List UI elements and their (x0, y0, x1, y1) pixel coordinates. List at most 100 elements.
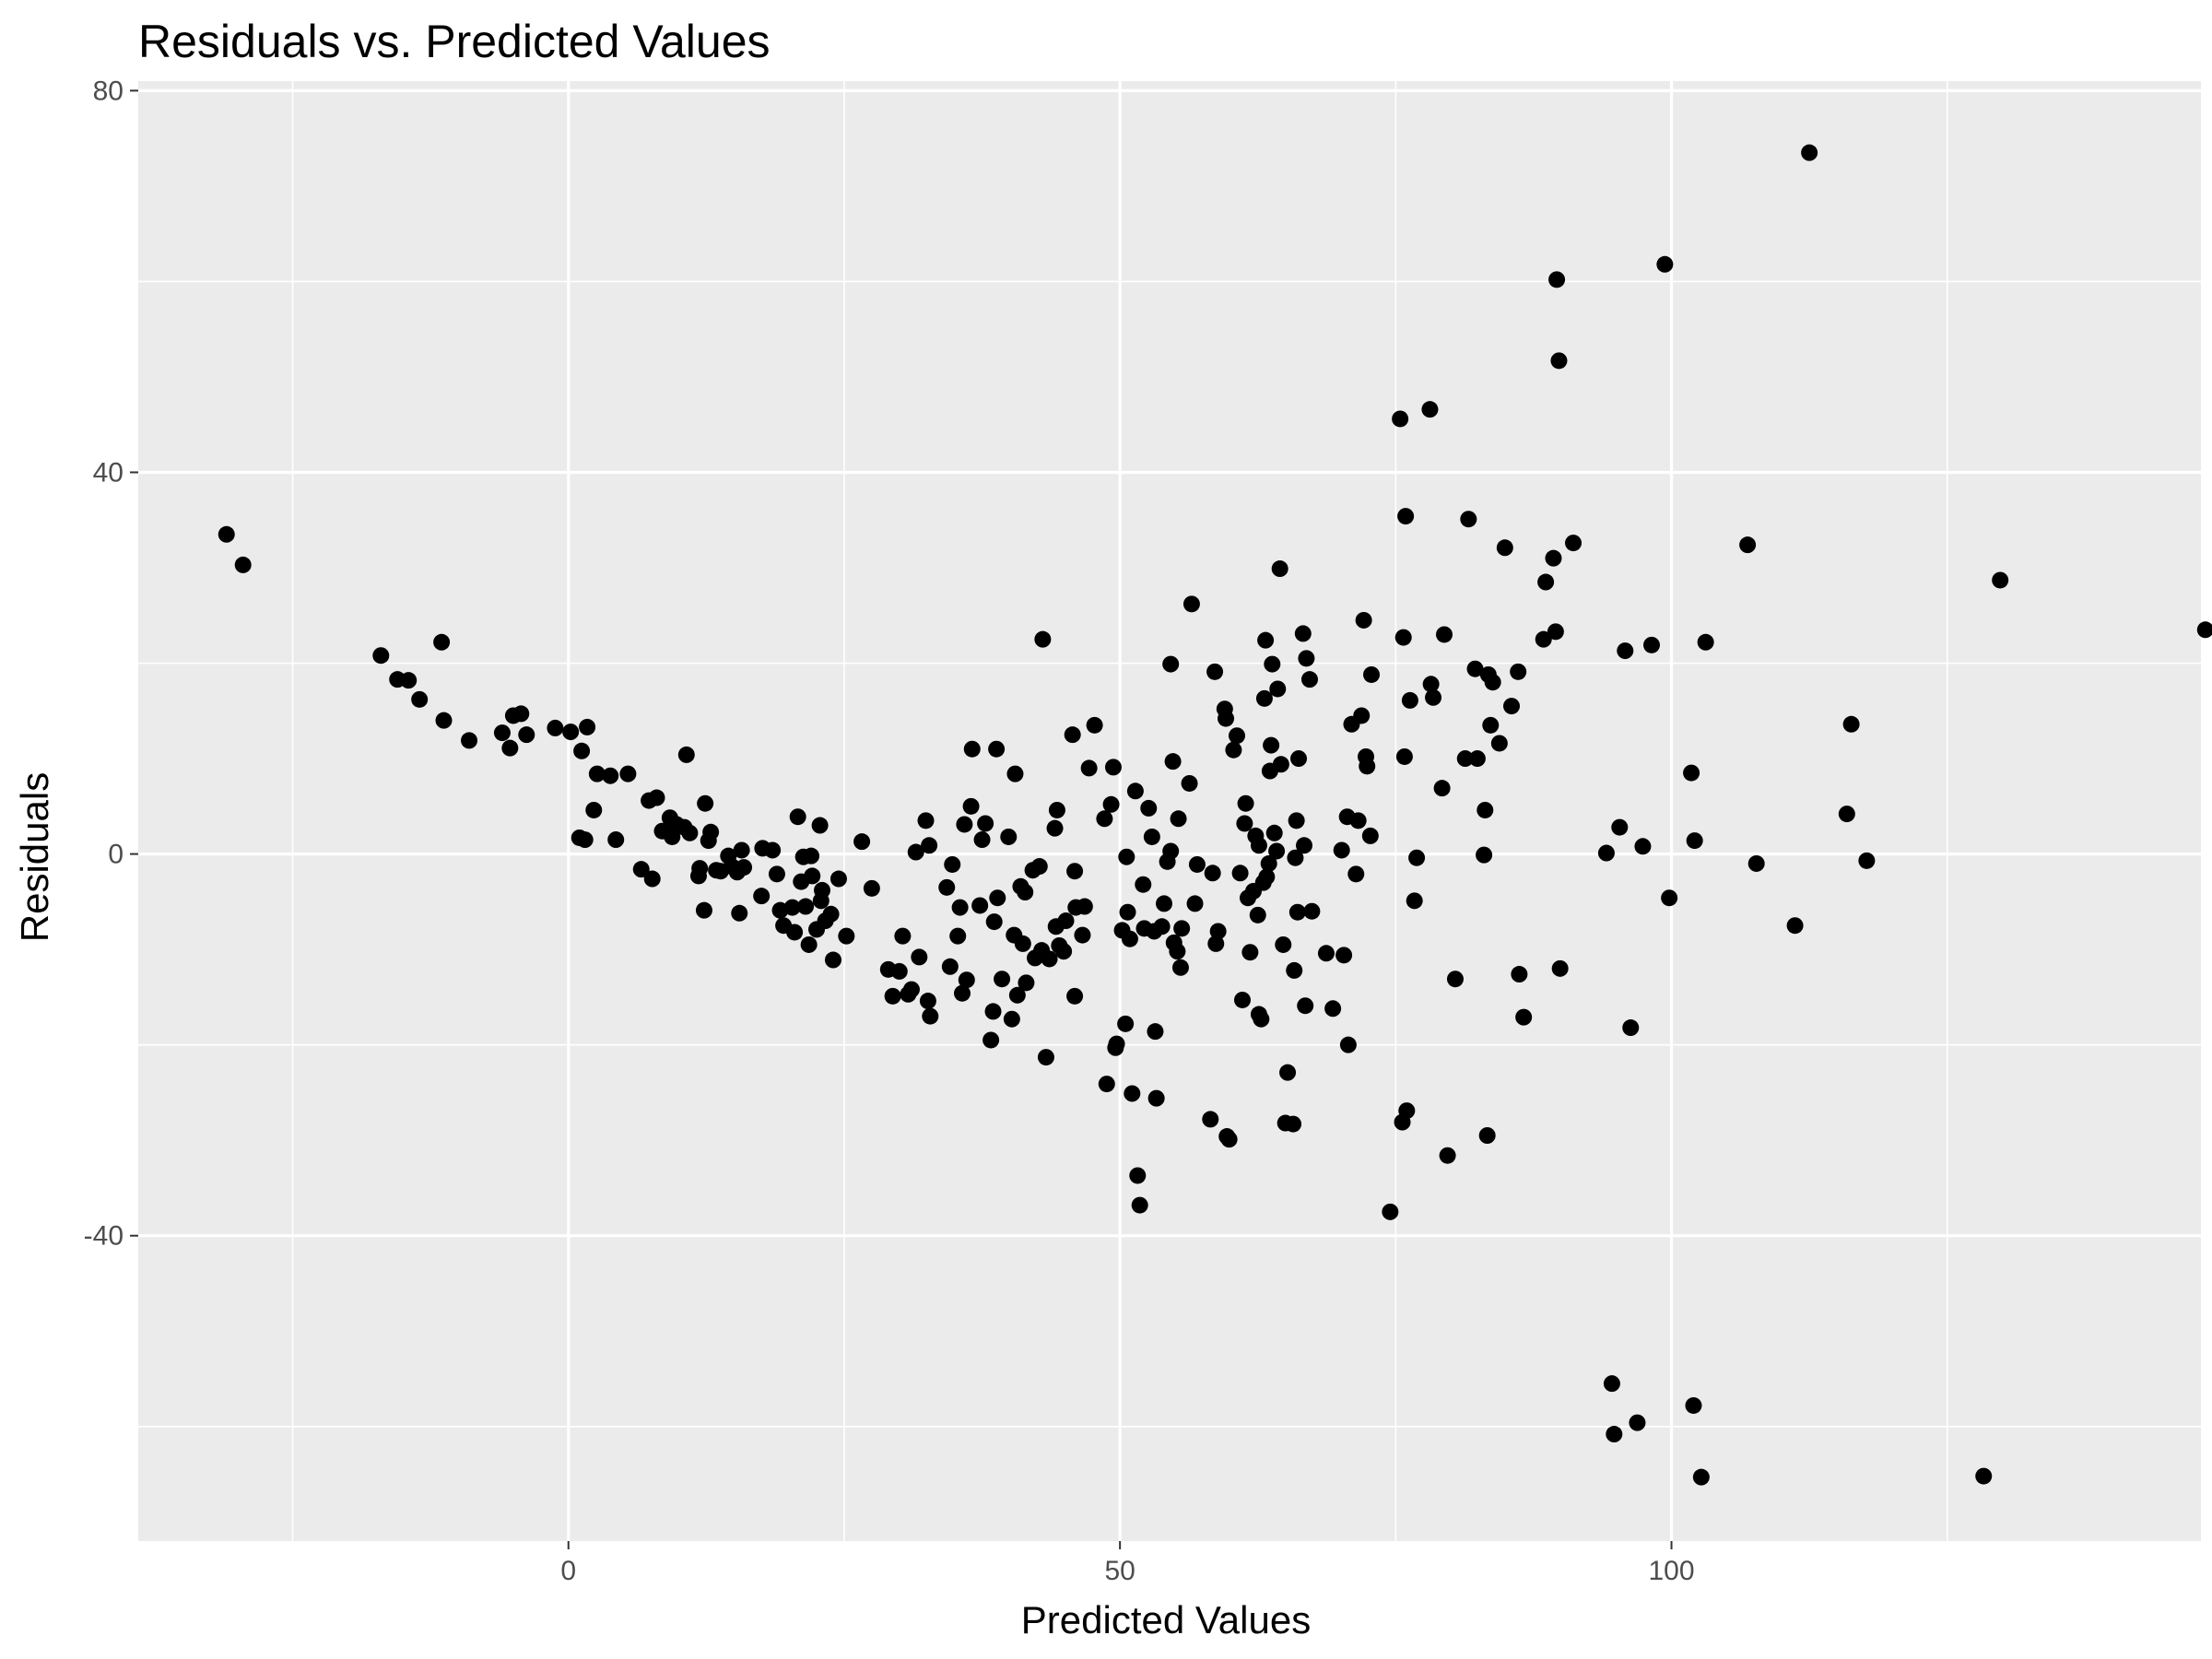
data-point (1603, 1375, 1620, 1393)
data-point (973, 831, 991, 849)
data-point (1126, 782, 1144, 800)
data-point (681, 824, 699, 841)
data-point (958, 971, 975, 989)
data-point (1048, 801, 1065, 818)
data-point (1683, 764, 1700, 782)
plot-panel (138, 81, 2201, 1541)
data-point (1064, 726, 1081, 744)
data-point (830, 870, 847, 888)
data-point (702, 823, 720, 841)
y-tick-label: 80 (93, 76, 124, 106)
data-point (1353, 707, 1371, 724)
data-point (1018, 974, 1035, 992)
data-point (1496, 539, 1513, 557)
data-point (1237, 794, 1254, 812)
data-point (962, 797, 980, 815)
data-point (1017, 884, 1034, 900)
y-tick-label: 40 (93, 457, 124, 488)
data-point (1617, 642, 1634, 660)
data-point (643, 870, 661, 888)
data-point (1460, 511, 1477, 528)
data-point (501, 739, 519, 757)
data-point (1220, 1131, 1238, 1148)
data-point (1397, 508, 1415, 525)
data-point (789, 808, 806, 826)
data-point (1333, 841, 1350, 859)
data-point (573, 742, 591, 759)
data-point (1104, 759, 1122, 776)
data-point (1548, 271, 1566, 288)
data-point (1401, 691, 1418, 709)
data-point (731, 904, 748, 922)
data-point (803, 847, 820, 865)
data-point (1225, 741, 1242, 759)
data-point (984, 1003, 1002, 1020)
data-point (1229, 727, 1246, 745)
data-point (1162, 842, 1180, 860)
data-point (1255, 689, 1273, 707)
data-point (1739, 536, 1757, 554)
data-point (1858, 852, 1876, 869)
data-point (1697, 633, 1714, 651)
data-point (1294, 625, 1312, 642)
data-point (1034, 630, 1052, 648)
data-point (1188, 855, 1206, 873)
data-point (1634, 838, 1652, 855)
data-point (768, 865, 785, 883)
data-point (863, 879, 880, 897)
data-point (1550, 352, 1568, 370)
data-point (917, 812, 935, 830)
data-point (1231, 865, 1249, 882)
data-point (1046, 819, 1064, 837)
data-point (1347, 865, 1365, 883)
data-point (894, 927, 912, 945)
data-point (1003, 1010, 1020, 1028)
data-point (951, 899, 969, 916)
data-point (1547, 623, 1564, 641)
data-point (1466, 660, 1484, 677)
data-point (697, 794, 714, 812)
data-point (1317, 945, 1335, 962)
data-point (1074, 926, 1091, 944)
data-point (1268, 842, 1286, 860)
data-point (1169, 943, 1186, 960)
data-point (1182, 595, 1200, 613)
data-point (1135, 876, 1152, 893)
data-point (1363, 665, 1381, 683)
data-point (919, 993, 936, 1010)
data-point (1288, 812, 1305, 830)
data-point (1433, 780, 1451, 797)
data-point (1786, 917, 1804, 935)
data-point (695, 901, 712, 919)
data-point (1164, 753, 1182, 771)
data-point (1801, 144, 1818, 161)
data-point (1503, 698, 1521, 715)
data-point (1629, 1414, 1646, 1431)
data-point (461, 732, 478, 749)
data-point (433, 633, 451, 651)
data-point (1456, 750, 1474, 768)
data-point (1446, 971, 1464, 988)
data-point (1260, 854, 1277, 872)
data-point (1296, 837, 1313, 854)
data-point (989, 889, 1006, 907)
data-point (1264, 655, 1281, 673)
data-point (1129, 1167, 1147, 1184)
data-point (954, 984, 971, 1002)
x-axis-title: Predicted Values (1021, 1598, 1311, 1641)
data-point (1476, 846, 1493, 864)
data-point (1468, 750, 1486, 768)
data-point (1287, 849, 1304, 866)
data-point (1286, 961, 1303, 979)
data-point (1975, 1467, 1993, 1485)
data-point (1279, 1064, 1297, 1081)
data-point (1510, 663, 1527, 680)
data-point (400, 672, 418, 689)
data-point (1257, 631, 1275, 649)
data-point (1272, 756, 1289, 773)
data-point (512, 705, 530, 723)
data-point (814, 881, 831, 899)
data-point (1300, 671, 1318, 688)
data-point (1140, 799, 1158, 817)
data-point (585, 801, 603, 818)
